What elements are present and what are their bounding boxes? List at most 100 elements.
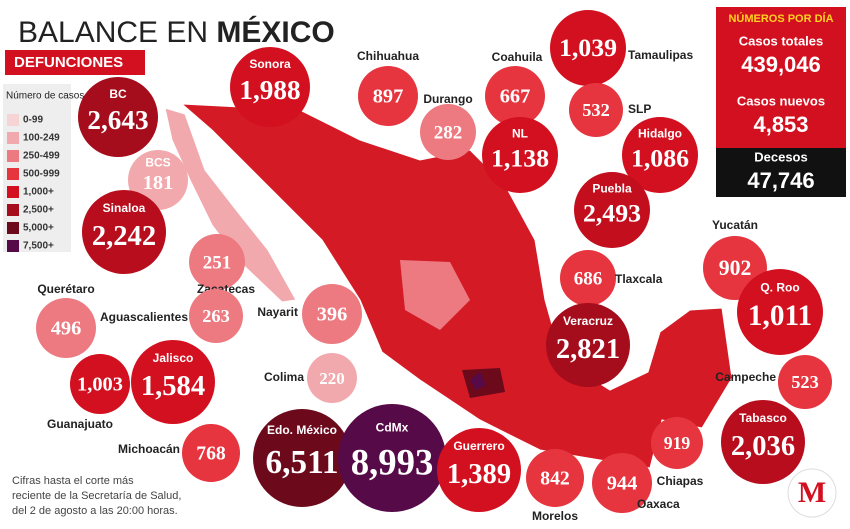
state-bubble <box>574 172 650 248</box>
state-value: 1,011 <box>748 300 812 332</box>
state-name: Oaxaca <box>637 497 680 511</box>
region-shade <box>400 260 470 330</box>
state-name: Sinaloa <box>103 201 146 215</box>
state-bubble <box>485 66 545 126</box>
state-name: BCS <box>145 156 170 170</box>
state-name: Guanajuato <box>47 417 113 431</box>
legend-label: 5,000+ <box>23 223 54 234</box>
state-value: 2,821 <box>556 334 620 365</box>
state-bubble <box>622 117 698 193</box>
footnote-line: del 2 de agosto a las 20:00 horas. <box>12 505 178 517</box>
state-name: Coahuila <box>492 50 543 64</box>
state-name: SLP <box>628 102 651 116</box>
state-name: Colima <box>264 370 304 384</box>
title-prefix: BALANCE EN <box>18 16 208 49</box>
state-value: 1,003 <box>77 374 123 396</box>
legend-swatch <box>7 204 19 216</box>
state-name: Veracruz <box>563 314 613 328</box>
legend-swatch <box>7 114 19 126</box>
legend-swatch <box>7 150 19 162</box>
state-bubble <box>253 409 351 507</box>
legend-label: 7,500+ <box>23 241 54 252</box>
stat-value: 4,853 <box>753 112 808 137</box>
state-name: Hidalgo <box>638 126 682 140</box>
labels: Número de casos 0-99 100-249 250-499 500-999… <box>6 10 834 523</box>
state-bubble <box>70 354 130 414</box>
legend-swatch <box>7 240 19 252</box>
state-bubble <box>420 104 476 160</box>
state-value: 2,493 <box>583 199 641 228</box>
legend-swatch <box>7 168 19 180</box>
state-bubble <box>189 289 243 343</box>
state-value: 1,039 <box>559 33 617 62</box>
state-name: Tlaxcala <box>615 272 663 286</box>
state-name: Morelos <box>532 509 578 523</box>
stat-label: Casos nuevos <box>737 93 825 108</box>
state-value: 686 <box>574 268 603 289</box>
state-value: 1,086 <box>631 144 689 173</box>
state-name: Tamaulipas <box>628 48 693 62</box>
footnote-line: Cifras hasta el corte más <box>12 475 134 487</box>
title-bold: MÉXICO <box>216 15 334 49</box>
state-value: 181 <box>143 172 174 194</box>
state-name: Durango <box>423 92 472 106</box>
state-bubble <box>338 404 446 512</box>
map <box>164 103 733 469</box>
state-bubble <box>230 47 310 127</box>
legend-swatch <box>7 186 19 198</box>
legend-label: 1,000+ <box>23 187 54 198</box>
state-name: Yucatán <box>712 218 758 232</box>
state-value: 768 <box>196 443 226 465</box>
legend-title: Número de casos <box>6 91 84 102</box>
state-name: CdMx <box>376 420 409 434</box>
state-bubble <box>546 303 630 387</box>
legend-swatch <box>7 132 19 144</box>
state-name: Edo. México <box>267 423 337 437</box>
state-bubble <box>189 234 245 290</box>
stat-label: Decesos <box>754 149 807 164</box>
state-value: 523 <box>791 372 819 392</box>
subtitle-box <box>5 50 145 75</box>
state-value: 251 <box>203 252 232 273</box>
state-name: Nayarit <box>257 305 298 319</box>
legend-label: 250-499 <box>23 151 60 162</box>
state-bubble <box>560 250 616 306</box>
state-bubble <box>651 417 703 469</box>
state-bubble <box>721 400 805 484</box>
state-value: 532 <box>582 100 610 120</box>
stats-panel-top <box>716 7 846 148</box>
state-value: 842 <box>540 468 570 490</box>
state-bubble <box>569 83 623 137</box>
state-bubble <box>592 453 652 513</box>
state-name: Chihuahua <box>357 49 419 63</box>
state-value: 944 <box>607 473 638 495</box>
state-bubble <box>182 424 240 482</box>
state-value: 496 <box>51 318 82 340</box>
state-value: 2,643 <box>87 105 148 135</box>
state-value: 263 <box>202 306 230 326</box>
legend-label: 0-99 <box>23 115 43 126</box>
state-name: Aguascalientes <box>100 310 188 324</box>
state-name: Chiapas <box>657 474 704 488</box>
stat-label: Casos totales <box>739 33 824 48</box>
state-name: NL <box>512 126 528 140</box>
logo: M <box>798 476 826 509</box>
stat-value: 439,046 <box>741 52 821 77</box>
state-bubble <box>358 66 418 126</box>
state-value: 1,138 <box>491 144 549 173</box>
state-value: 220 <box>319 369 345 388</box>
state-bubble <box>737 269 823 355</box>
state-bubble <box>36 298 96 358</box>
state-name: Guerrero <box>453 439 504 453</box>
footnote-line: reciente de la Secretaría de Salud, <box>12 490 181 502</box>
state-value: 919 <box>664 433 691 453</box>
state-value: 1,584 <box>141 371 205 402</box>
state-name: Tabasco <box>739 411 787 425</box>
state-bubble <box>482 117 558 193</box>
state-bubble <box>526 449 584 507</box>
state-value: 1,389 <box>447 459 511 490</box>
state-name: Michoacán <box>118 442 180 456</box>
state-bubble <box>307 353 357 403</box>
state-value: 6,511 <box>265 444 338 481</box>
